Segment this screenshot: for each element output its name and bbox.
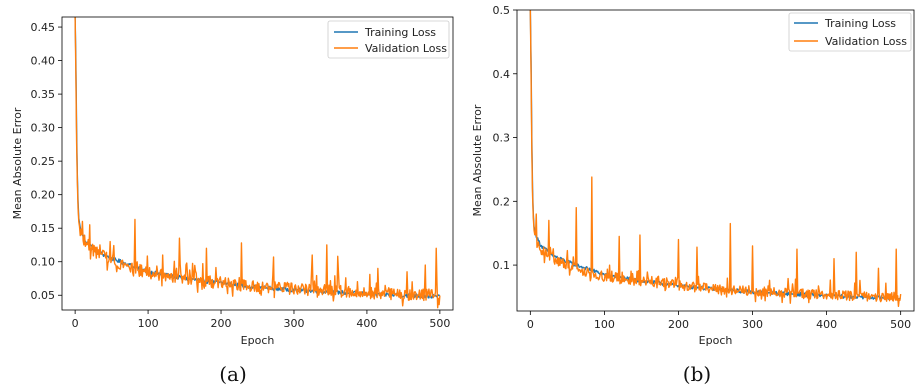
panel-label-a: (a) [219,362,247,386]
y-tick-label: 0.3 [493,132,511,145]
legend-label-validation-a: Validation Loss [365,42,447,55]
legend-b: Training Loss Validation Loss [789,13,911,51]
legend-label-training-a: Training Loss [364,26,436,39]
legend-label-training-b: Training Loss [824,17,896,30]
x-tick-label: 100 [594,318,615,331]
y-tick-label: 0.05 [31,289,56,302]
y-ticks-a: 0.05 0.10 0.15 0.20 0.25 0.30 0.35 0.40 0.45 [31,21,63,302]
y-tick-label: 0.15 [31,222,56,235]
y-tick-label: 0.5 [493,4,511,17]
panel-b: 0.1 0.2 0.3 0.4 0.5 0 100 200 300 400 500 Epoch M… [471,4,914,386]
y-tick-label: 0.4 [493,68,511,81]
y-ticks-b: 0.1 0.2 0.3 0.4 0.5 [493,4,518,272]
y-axis-label-a: Mean Absolute Error [11,107,24,219]
x-tick-label: 200 [211,317,232,330]
y-tick-label: 0.30 [31,122,56,135]
legend-a: Training Loss Validation Loss [328,21,449,58]
x-tick-label: 300 [283,317,304,330]
x-tick-label: 100 [138,317,159,330]
y-tick-label: 0.1 [493,259,511,272]
x-tick-label: 500 [890,318,911,331]
y-tick-label: 0.10 [31,256,56,269]
y-tick-label: 0.45 [31,21,56,34]
y-tick-label: 0.25 [31,155,56,168]
x-axis-label-b: Epoch [699,334,733,347]
y-tick-label: 0.35 [31,88,56,101]
y-axis-label-b: Mean Absolute Error [471,104,484,216]
legend-label-validation-b: Validation Loss [825,35,907,48]
x-ticks-b: 0 100 200 300 400 500 [527,311,911,331]
x-axis-label-a: Epoch [241,334,275,347]
x-tick-label: 0 [72,317,79,330]
y-tick-label: 0.2 [493,195,511,208]
y-tick-label: 0.40 [31,55,56,68]
x-tick-label: 300 [742,318,763,331]
x-tick-label: 500 [429,317,450,330]
y-tick-label: 0.20 [31,189,56,202]
panel-label-b: (b) [683,362,711,386]
x-tick-label: 0 [527,318,534,331]
x-tick-label: 200 [668,318,689,331]
panel-a: 0.05 0.10 0.15 0.20 0.25 0.30 0.35 0.40 0.45 0 10… [11,17,453,386]
x-tick-label: 400 [356,317,377,330]
x-ticks-a: 0 100 200 300 400 500 [72,310,451,330]
x-tick-label: 400 [816,318,837,331]
